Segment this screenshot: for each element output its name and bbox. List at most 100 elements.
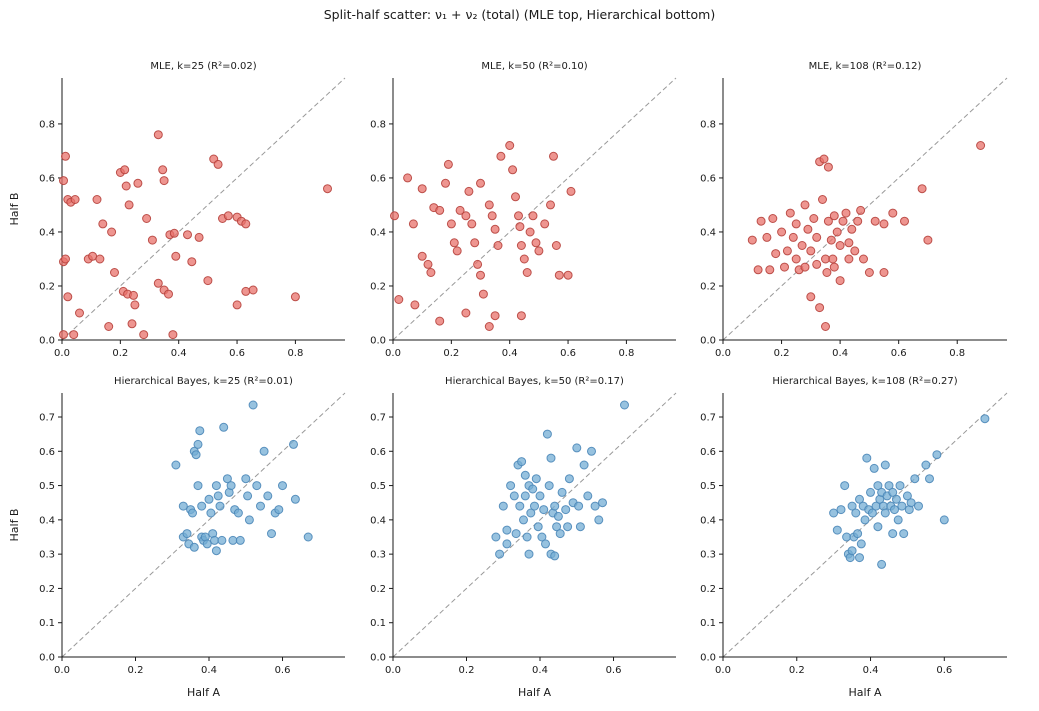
scatter-point xyxy=(211,546,221,556)
x-tick-label: 0.0 xyxy=(54,665,70,676)
scatter-point xyxy=(561,505,571,515)
y-tick-label: 0.3 xyxy=(700,550,716,561)
scatter-point xyxy=(449,238,459,248)
scatter-point xyxy=(516,241,526,250)
x-tick-label: 0.8 xyxy=(287,348,303,359)
scatter-point xyxy=(765,265,775,275)
scatter-point xyxy=(537,532,547,542)
y-tick-label: 0.5 xyxy=(39,481,55,492)
x-tick-label: 0.0 xyxy=(385,665,401,676)
scatter-point xyxy=(241,219,251,229)
scatter-point xyxy=(862,453,872,463)
scatter-point xyxy=(853,529,863,539)
scatter-point xyxy=(891,494,901,504)
scatter-point xyxy=(809,214,819,223)
scatter-point xyxy=(803,224,813,234)
scatter-point xyxy=(587,446,596,456)
identity-line xyxy=(61,392,346,658)
scatter-point xyxy=(133,178,143,188)
scatter-point xyxy=(241,474,251,484)
scatter-point xyxy=(493,241,503,250)
y-tick-label: 0.7 xyxy=(700,413,716,424)
scatter-point xyxy=(534,246,544,256)
y-tick-label: 0.3 xyxy=(39,550,55,561)
scatter-point xyxy=(511,529,521,539)
y-tick-label: 0.6 xyxy=(39,173,55,184)
y-tick-label: 0.2 xyxy=(39,281,55,292)
scatter-point xyxy=(870,216,880,226)
scatter-point xyxy=(153,278,163,288)
scatter-point xyxy=(417,251,427,261)
scatter-point xyxy=(243,491,253,501)
scatter-point xyxy=(747,235,757,245)
x-tick-label: 0.4 xyxy=(832,348,848,359)
scatter-point xyxy=(574,501,584,511)
scatter-point xyxy=(92,195,102,204)
y-tick-label: 0.6 xyxy=(39,447,55,458)
scatter-point xyxy=(61,151,70,161)
scatter-point xyxy=(263,491,273,501)
scatter-point xyxy=(159,176,169,186)
scatter-point xyxy=(531,238,541,248)
scatter-point xyxy=(303,532,313,542)
y-tick-label: 0.6 xyxy=(700,447,716,458)
scatter-points xyxy=(491,400,629,561)
scatter-point xyxy=(860,515,870,525)
scatter-point xyxy=(890,505,899,515)
y-tick-label: 0.6 xyxy=(700,173,716,184)
scatter-point xyxy=(800,200,810,210)
scatter-point xyxy=(189,542,199,552)
x-tick-label: 0.4 xyxy=(502,348,518,359)
scatter-point xyxy=(147,235,157,245)
scatter-point xyxy=(844,254,854,264)
scatter-point xyxy=(142,214,152,223)
scatter-point xyxy=(819,154,829,164)
x-axis-label: Half A xyxy=(187,686,220,699)
scatter-point xyxy=(206,508,216,518)
y-axis-label: Half B xyxy=(8,193,21,226)
identity-line xyxy=(722,392,1008,658)
y-tick-label: 0.6 xyxy=(370,447,386,458)
y-tick-label: 0.1 xyxy=(370,618,386,629)
scatter-point xyxy=(435,316,445,326)
y-tick-label: 0.4 xyxy=(370,227,386,238)
x-tick-label: 0.2 xyxy=(774,348,790,359)
scatter-point xyxy=(515,222,525,232)
scatter-point xyxy=(835,276,845,286)
scatter-point xyxy=(487,211,497,221)
x-tick-label: 0.6 xyxy=(606,665,622,676)
scatter-point xyxy=(553,511,563,521)
scatter-point xyxy=(75,308,84,318)
x-axis-label: Half A xyxy=(518,686,551,699)
scatter-point xyxy=(552,522,562,532)
scatter-point xyxy=(515,501,525,511)
scatter-point xyxy=(519,515,528,525)
scatter-point xyxy=(252,481,262,491)
scatter-point xyxy=(461,308,471,318)
scatter-point xyxy=(753,265,763,275)
scatter-point xyxy=(446,219,456,229)
scatter-point xyxy=(511,192,520,202)
scatter-point xyxy=(524,549,534,559)
scatter-point xyxy=(838,216,848,226)
scatter-point xyxy=(812,232,822,242)
scatter-point xyxy=(840,481,850,491)
scatter-point xyxy=(535,491,545,501)
scatter-point xyxy=(791,219,801,229)
scatter-point xyxy=(906,498,916,508)
scatter-point xyxy=(484,322,494,331)
scatter-point xyxy=(829,211,839,221)
scatter-point xyxy=(847,224,857,234)
scatter-point xyxy=(777,227,787,237)
scatter-point xyxy=(408,219,418,229)
scatter-point xyxy=(517,457,527,467)
scatter-point xyxy=(473,259,483,269)
y-tick-label: 0.8 xyxy=(370,119,386,130)
scatter-point xyxy=(522,532,532,542)
y-tick-label: 0.0 xyxy=(39,336,55,347)
scatter-point xyxy=(219,422,229,432)
scatter-point xyxy=(191,450,201,460)
scatter-point xyxy=(526,508,536,518)
